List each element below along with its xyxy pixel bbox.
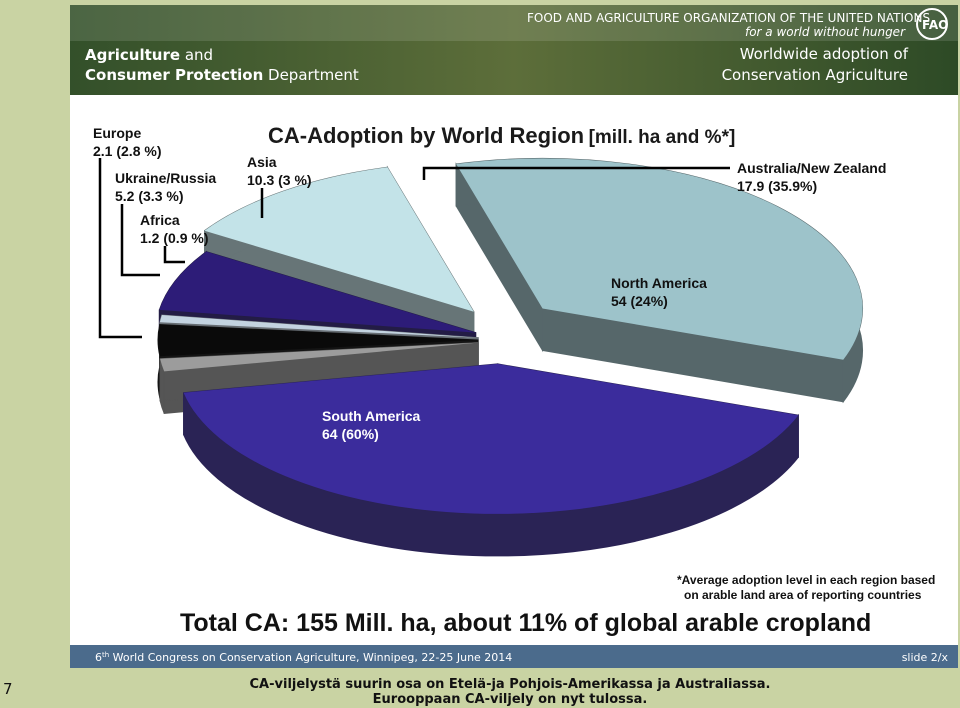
caption: Eurooppaan CA-viljely on nyt tulossa. xyxy=(373,692,648,707)
fao-logo-text: FAO xyxy=(922,18,948,32)
pie-slice xyxy=(159,315,479,338)
slice-label: Asia xyxy=(247,154,277,170)
slice-value-label: 54 (24%) xyxy=(611,293,668,309)
slice-value-label: 17.9 (35.9%) xyxy=(737,178,817,194)
department-line: Agriculture and xyxy=(85,46,213,64)
caption: CA-viljelystä suurin osa on Etelä-ja Poh… xyxy=(250,677,771,692)
slice-label: Africa xyxy=(140,212,180,228)
leader-line xyxy=(422,166,730,180)
pie-chart xyxy=(157,157,863,557)
slice-label: North America xyxy=(611,275,707,291)
department-line: Consumer Protection Department xyxy=(85,66,359,84)
footer-event: 6th World Congress on Conservation Agric… xyxy=(95,651,512,664)
total-note: Total CA: 155 Mill. ha, about 11% of glo… xyxy=(180,609,871,637)
leader-line xyxy=(120,204,160,277)
leader-line xyxy=(98,158,142,339)
slice-value-label: 10.3 (3 %) xyxy=(247,172,312,188)
page-number: 7 xyxy=(3,680,13,698)
footer-bar xyxy=(70,645,958,668)
pie-slice xyxy=(456,158,863,360)
slice-label: South America xyxy=(322,408,420,424)
footer-text: th xyxy=(102,651,109,659)
footer-text: 6 xyxy=(95,651,102,664)
pie-slice xyxy=(183,363,799,514)
leader-line xyxy=(163,246,185,264)
organization: FOOD AND AGRICULTURE ORGANIZATION OF THE… xyxy=(527,11,930,25)
chart-title: CA-Adoption by World Region xyxy=(268,123,584,148)
pie-slice xyxy=(160,342,479,372)
slice-value-label: 5.2 (3.3 %) xyxy=(115,188,183,204)
department-text: and xyxy=(185,46,213,64)
chart-title-line: CA-Adoption by World Region [mill. ha an… xyxy=(268,123,735,148)
department-text: Agriculture xyxy=(85,46,180,64)
slice-label: Ukraine/Russia xyxy=(115,170,216,186)
slide-title: Worldwide adoption of xyxy=(740,45,909,63)
slide-number: slide 2/x xyxy=(902,651,949,664)
slice-value-label: 1.2 (0.9 %) xyxy=(140,230,208,246)
tagline: for a world without hunger xyxy=(745,25,906,39)
slice-label: Australia/New Zealand xyxy=(737,160,886,176)
footnote: on arable land area of reporting countri… xyxy=(684,588,922,602)
department-text: Consumer Protection xyxy=(85,66,263,84)
header-bar xyxy=(70,5,958,95)
pie-slice xyxy=(204,167,474,312)
department-text: Department xyxy=(268,66,359,84)
footnote: *Average adoption level in each region b… xyxy=(677,573,935,587)
slice-label: Europe xyxy=(93,125,141,141)
slice-value-label: 2.1 (2.8 %) xyxy=(93,143,161,159)
footer-text: World Congress on Conservation Agricultu… xyxy=(109,651,512,664)
pie-slice xyxy=(159,251,476,333)
slice-labels: South America 64 (60%) Europe 2.1 (2.8 %) Uk… xyxy=(93,125,886,442)
fao-logo xyxy=(916,8,948,40)
slide-title: Conservation Agriculture xyxy=(722,66,908,84)
pie-slice xyxy=(158,324,479,357)
header-band xyxy=(70,5,958,41)
slice-value-label: 64 (60%) xyxy=(322,426,379,442)
chart-title-note: [mill. ha and %*] xyxy=(589,127,736,148)
